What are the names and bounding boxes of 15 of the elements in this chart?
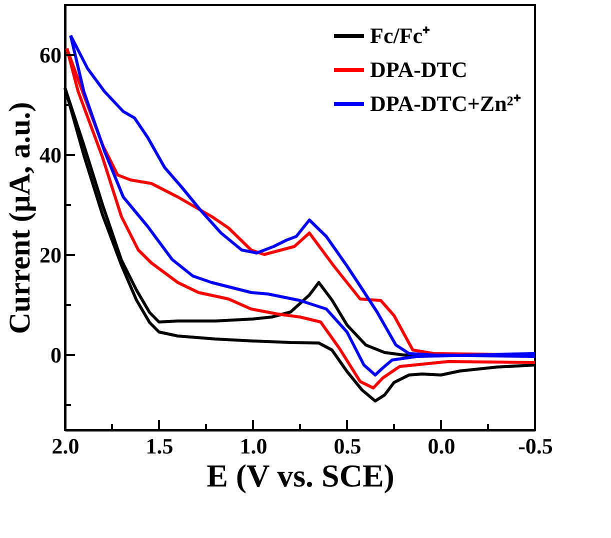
x-tick-label: 0.5 bbox=[334, 434, 362, 458]
x-tick-label: 1.5 bbox=[146, 434, 174, 458]
x-tick-label: 0.0 bbox=[428, 434, 456, 458]
y-axis-title: Current (μA, a.u.) bbox=[4, 102, 36, 334]
x-axis-title: E (V vs. SCE) bbox=[206, 458, 394, 494]
legend-label: Fc/Fc⁺ bbox=[370, 23, 431, 48]
x-tick-label: -0.5 bbox=[518, 434, 553, 458]
x-tick-label: 1.0 bbox=[240, 434, 268, 458]
legend-label: DPA-DTC bbox=[370, 57, 468, 82]
legend-label: DPA-DTC+Zn²⁺ bbox=[370, 91, 522, 116]
y-tick-label: 0 bbox=[50, 342, 62, 368]
x-tick-label: 2.0 bbox=[52, 434, 80, 458]
y-tick-label: 40 bbox=[40, 142, 62, 168]
y-tick-label: 20 bbox=[40, 242, 62, 268]
y-tick-label: 60 bbox=[40, 42, 62, 68]
